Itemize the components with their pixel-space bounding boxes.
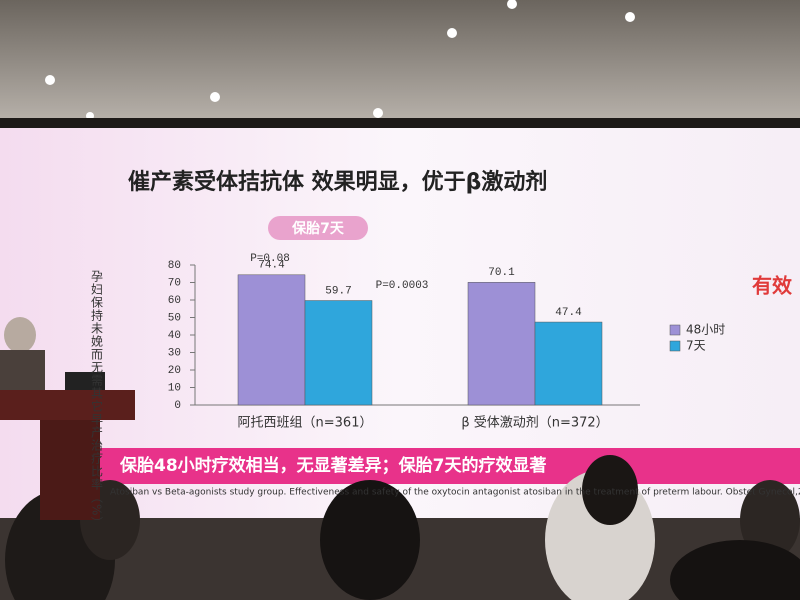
- annotation: P=0.08: [250, 253, 290, 265]
- annotation: P=0.0003: [376, 280, 429, 292]
- screen-frame: [0, 118, 800, 130]
- y-tick-label: 0: [174, 400, 181, 412]
- y-tick-label: 80: [168, 260, 181, 272]
- y-tick-label: 20: [168, 365, 181, 377]
- bar: [467, 282, 536, 406]
- plot: 0 10 20 30 40 50 60 70 80 阿托西班组（n=361） 74.4 59.7 β 受…: [168, 253, 725, 431]
- value-label: 47.4: [555, 307, 582, 319]
- badge-bg: [268, 216, 368, 240]
- value-label: 70.1: [488, 267, 515, 279]
- bar: [534, 321, 603, 406]
- bar: [304, 300, 373, 406]
- x-tick-label: 阿托西班组（n=361）: [238, 416, 373, 431]
- legend-label: 7天: [686, 339, 706, 353]
- badge: 保胎7天: [291, 220, 345, 237]
- slide-title: 催产素受体拮抗体 效果明显，优于β激动剂: [128, 169, 547, 195]
- side-text: 有效: [752, 274, 792, 298]
- y-tick-label: 70: [168, 277, 181, 289]
- y-tick-label: 40: [168, 330, 181, 342]
- bar: [237, 274, 306, 406]
- y-tick-label: 10: [168, 382, 181, 394]
- legend-swatch: [669, 324, 681, 336]
- legend-label: 48小时: [686, 323, 725, 337]
- y-tick-label: 30: [168, 347, 181, 359]
- value-label: 59.7: [325, 285, 351, 297]
- value-label: 74.4: [258, 260, 285, 272]
- y-tick-label: 50: [168, 312, 181, 324]
- podium: [0, 317, 135, 520]
- legend-swatch: [669, 340, 681, 352]
- conclusion: 保胎48小时疗效相当，无显著差异；保胎7天的疗效显著: [119, 455, 547, 476]
- x-tick-label: β 受体激动剂（n=372）: [461, 416, 608, 431]
- conclusion-band: [95, 448, 800, 484]
- audience: [5, 455, 800, 600]
- y-axis-label: 孕妇保持未娩而无需其它早产治疗比率（%）: [90, 270, 104, 529]
- reference: Atosiban vs Beta-agonists study group. E…: [110, 488, 800, 498]
- y-tick-label: 60: [168, 295, 181, 307]
